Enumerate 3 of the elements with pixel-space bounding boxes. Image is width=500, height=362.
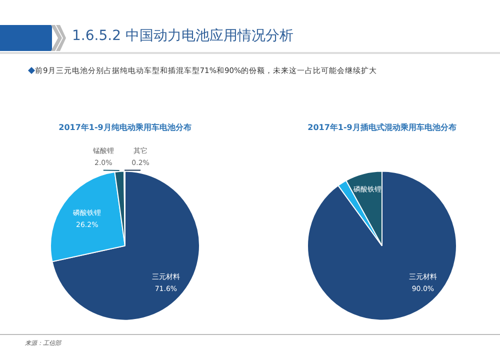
text: 1.6.5.2 中国动力电池应用情况分析 [72,27,294,45]
chart-title: 2017年1-9月插电式混动乘用车电池分布 [308,122,456,132]
chart-title: 2017年1-9月纯电动乘用车电池分布 [58,122,192,132]
